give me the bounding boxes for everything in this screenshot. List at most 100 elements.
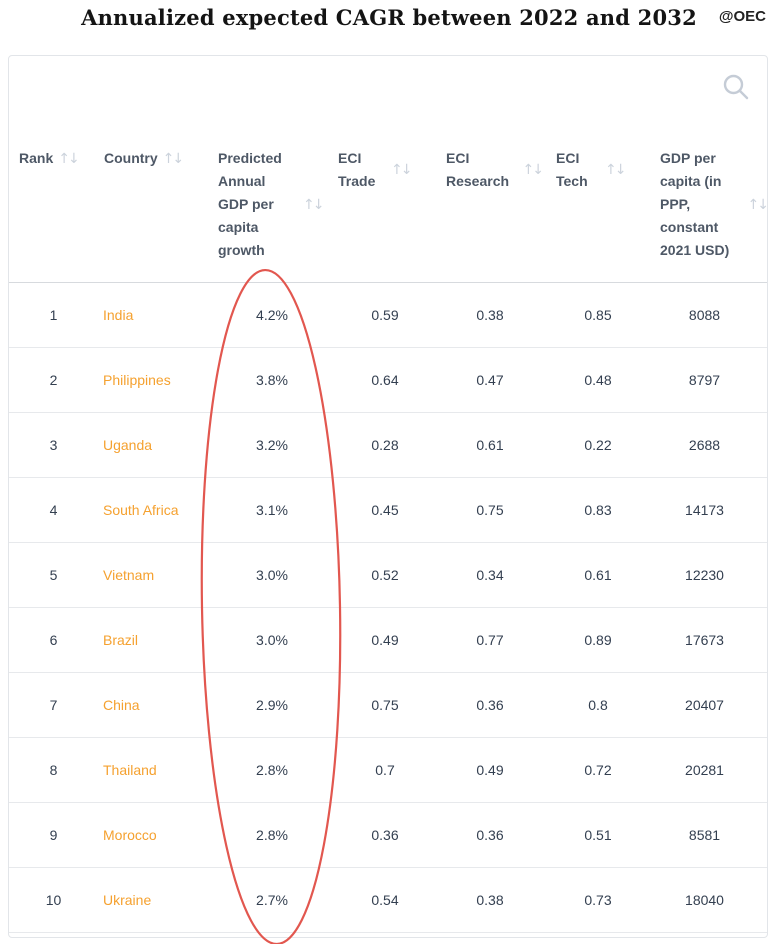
cell-eci_trade: 0.52 — [332, 542, 438, 608]
cell-eci_trade: 0.75 — [332, 672, 438, 738]
table-row: 7 China 2.9% 0.75 0.36 0.8 20407 — [9, 672, 767, 738]
sort-icon: ↑↓ — [391, 162, 413, 178]
sort-icon: ↑↓ — [58, 150, 80, 167]
table-row: 2 Philippines 3.8% 0.64 0.47 0.48 8797 — [9, 347, 767, 413]
cell-gdp: 12230 — [654, 542, 767, 608]
column-header-growth[interactable]: Predicted Annual GDP per capita growth ↑↓ — [212, 130, 332, 283]
cell-country[interactable]: Morocco — [98, 802, 212, 868]
cell-eci_tech: 0.51 — [542, 802, 654, 868]
sort-icon: ↑↓ — [162, 150, 185, 167]
cell-growth: 2.7% — [212, 867, 332, 933]
cell-rank: 9 — [9, 802, 98, 868]
cell-eci_research: 0.75 — [438, 477, 542, 543]
cell-rank: 7 — [9, 672, 98, 738]
cell-gdp: 18040 — [654, 867, 767, 933]
cell-eci_research: 0.49 — [438, 737, 542, 803]
column-label: Predicted Annual GDP per capita growth — [218, 150, 282, 258]
column-label: Country — [104, 150, 158, 166]
page-header: Annualized expected CAGR between 2022 an… — [0, 0, 778, 40]
cell-eci_tech: 0.89 — [542, 607, 654, 673]
cell-country[interactable]: Uganda — [98, 412, 212, 478]
cell-growth: 3.1% — [212, 477, 332, 543]
cell-rank: 1 — [9, 282, 98, 348]
column-header-eci_tech[interactable]: ECI Tech ↑↓ — [542, 130, 654, 283]
search-bar — [9, 56, 767, 130]
cell-eci_trade: 0.64 — [332, 347, 438, 413]
cell-growth: 3.8% — [212, 347, 332, 413]
column-label: Rank — [19, 150, 54, 166]
table-header-row: Rank ↑↓ Country ↑↓ Predicted Annual GDP per … — [9, 130, 770, 283]
cell-country[interactable]: South Africa — [98, 477, 212, 543]
column-label: ECI Research — [446, 150, 510, 189]
cell-gdp: 20281 — [654, 737, 767, 803]
cell-rank: 2 — [9, 347, 98, 413]
cell-eci_research: 0.38 — [438, 867, 542, 933]
column-header-country[interactable]: Country ↑↓ — [98, 130, 212, 283]
table-row: 10 Ukraine 2.7% 0.54 0.38 0.73 18040 — [9, 867, 767, 933]
cell-rank: 3 — [9, 412, 98, 478]
cell-eci_trade: 0.28 — [332, 412, 438, 478]
cell-country[interactable]: China — [98, 672, 212, 738]
cell-growth: 3.0% — [212, 542, 332, 608]
cell-eci_trade: 0.36 — [332, 802, 438, 868]
cell-growth: 2.8% — [212, 737, 332, 803]
sort-icon: ↑↓ — [605, 162, 627, 178]
cell-eci_tech: 0.72 — [542, 737, 654, 803]
cell-gdp: 14173 — [654, 477, 767, 543]
table-row: 1 India 4.2% 0.59 0.38 0.85 8088 — [9, 282, 767, 348]
cell-growth: 3.2% — [212, 412, 332, 478]
table-row: 9 Morocco 2.8% 0.36 0.36 0.51 8581 — [9, 802, 767, 868]
cell-growth: 2.8% — [212, 802, 332, 868]
cell-eci_tech: 0.22 — [542, 412, 654, 478]
cell-eci_trade: 0.54 — [332, 867, 438, 933]
table-panel: Rank ↑↓ Country ↑↓ Predicted Annual GDP per … — [8, 55, 770, 938]
data-table: Rank ↑↓ Country ↑↓ Predicted Annual GDP per … — [9, 130, 770, 933]
column-label: ECI Tech — [556, 150, 588, 189]
cell-country[interactable]: Thailand — [98, 737, 212, 803]
table-row: 3 Uganda 3.2% 0.28 0.61 0.22 2688 — [9, 412, 767, 478]
column-header-rank[interactable]: Rank ↑↓ — [9, 130, 98, 283]
cell-eci_research: 0.36 — [438, 802, 542, 868]
cell-eci_trade: 0.45 — [332, 477, 438, 543]
cell-country[interactable]: Brazil — [98, 607, 212, 673]
cell-eci_trade: 0.49 — [332, 607, 438, 673]
cell-country[interactable]: Vietnam — [98, 542, 212, 608]
attribution: @OEC — [718, 8, 766, 25]
table-row: 5 Vietnam 3.0% 0.52 0.34 0.61 12230 — [9, 542, 767, 608]
cell-eci_research: 0.47 — [438, 347, 542, 413]
cell-eci_tech: 0.61 — [542, 542, 654, 608]
cell-growth: 4.2% — [212, 282, 332, 348]
cell-gdp: 8581 — [654, 802, 767, 868]
cell-country[interactable]: India — [98, 282, 212, 348]
table-row: 4 South Africa 3.1% 0.45 0.75 0.83 14173 — [9, 477, 767, 543]
cell-eci_research: 0.34 — [438, 542, 542, 608]
cell-eci_tech: 0.85 — [542, 282, 654, 348]
cell-country[interactable]: Philippines — [98, 347, 212, 413]
cell-gdp: 17673 — [654, 607, 767, 673]
cell-growth: 3.0% — [212, 607, 332, 673]
sort-icon: ↑↓ — [747, 196, 770, 213]
cell-eci_tech: 0.48 — [542, 347, 654, 413]
cell-eci_research: 0.77 — [438, 607, 542, 673]
cell-eci_tech: 0.83 — [542, 477, 654, 543]
cell-gdp: 20407 — [654, 672, 767, 738]
column-header-eci_trade[interactable]: ECI Trade ↑↓ — [332, 130, 438, 283]
column-header-eci_research[interactable]: ECI Research ↑↓ — [438, 130, 545, 283]
cell-gdp: 8797 — [654, 347, 767, 413]
cell-rank: 5 — [9, 542, 98, 608]
cell-eci_research: 0.61 — [438, 412, 542, 478]
cell-rank: 4 — [9, 477, 98, 543]
cell-eci_research: 0.38 — [438, 282, 542, 348]
column-header-gdp[interactable]: GDP per capita (in PPP, constant 2021 US… — [654, 130, 770, 283]
cell-rank: 10 — [9, 867, 98, 933]
page-title: Annualized expected CAGR between 2022 an… — [81, 5, 697, 30]
cell-country[interactable]: Ukraine — [98, 867, 212, 933]
table-row: 8 Thailand 2.8% 0.7 0.49 0.72 20281 — [9, 737, 767, 803]
table-row: 6 Brazil 3.0% 0.49 0.77 0.89 17673 — [9, 607, 767, 673]
sort-icon: ↑↓ — [522, 162, 545, 178]
column-label: GDP per capita (in PPP, constant 2021 US… — [660, 150, 730, 258]
search-button[interactable] — [721, 72, 751, 102]
cell-rank: 8 — [9, 737, 98, 803]
cell-gdp: 2688 — [654, 412, 767, 478]
cell-eci_tech: 0.8 — [542, 672, 654, 738]
